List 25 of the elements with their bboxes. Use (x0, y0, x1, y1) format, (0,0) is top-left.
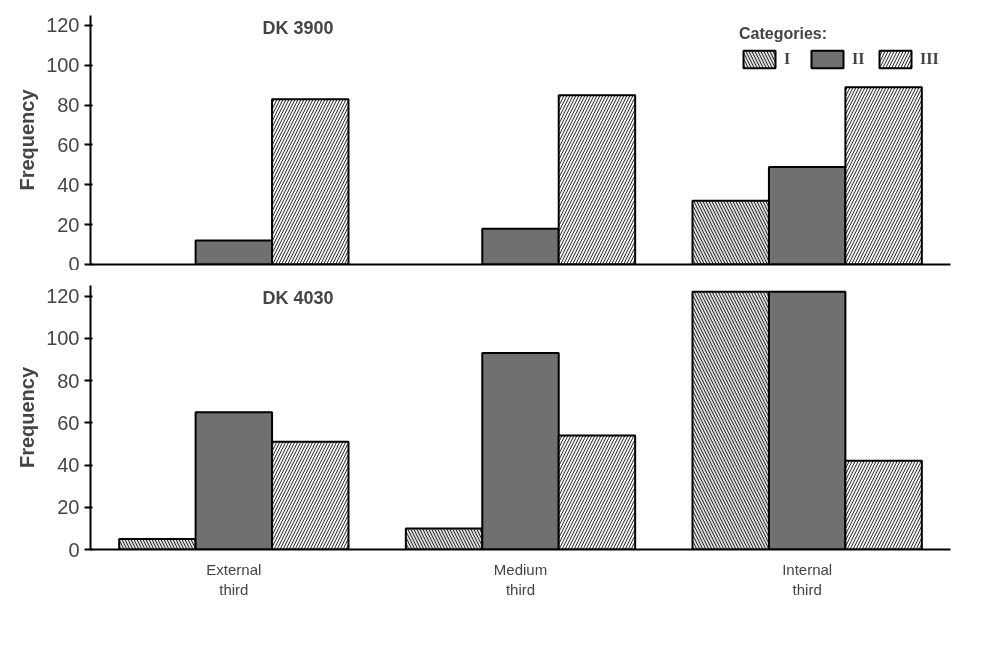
y-tick-label: 40 (57, 173, 80, 196)
legend-label: II (852, 50, 866, 68)
y-tick-label: 80 (57, 94, 80, 117)
legend-label: III (920, 50, 940, 68)
y-tick-label: 40 (57, 454, 80, 477)
legend-title: Categories: (739, 25, 829, 43)
y-tick-label: 100 (46, 54, 80, 77)
y-tick-label: 100 (46, 327, 80, 350)
y-tick-label: 20 (57, 496, 80, 519)
y-tick-label: 60 (57, 411, 80, 434)
y-tick-label: 80 (57, 369, 80, 392)
y-tick-label: 60 (57, 133, 80, 156)
legend-label: I (784, 50, 792, 68)
y-tick-label: 0 (68, 252, 80, 275)
y-tick-label: 120 (46, 14, 80, 37)
y-axis-title: Frequency (16, 366, 39, 469)
x-tick-label: Medium third (493, 560, 548, 598)
y-tick-label: 0 (68, 538, 80, 561)
chart-title: DK 4030 (262, 287, 334, 308)
chart-title: DK 3900 (262, 17, 334, 38)
y-axis-title: Frequency (16, 88, 39, 191)
y-tick-label: 120 (46, 285, 80, 308)
y-tick-label: 20 (57, 213, 80, 236)
x-tick-label: Internal third (782, 560, 833, 598)
x-tick-label: External third (206, 560, 262, 598)
